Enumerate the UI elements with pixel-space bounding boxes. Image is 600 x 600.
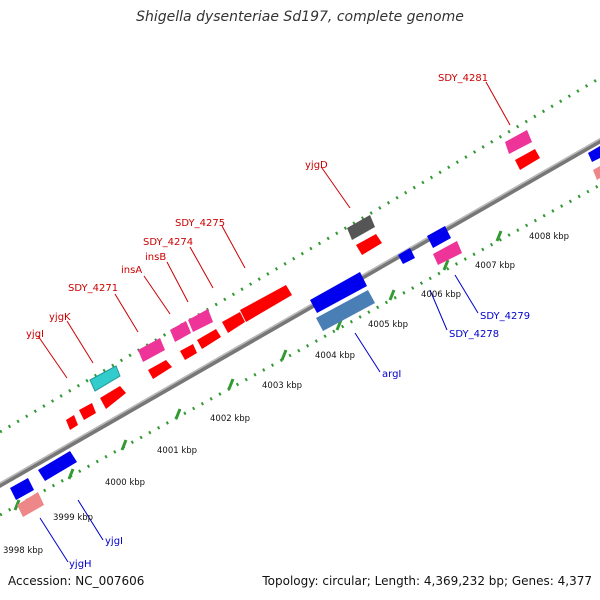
gene-red-6[interactable]	[197, 329, 221, 349]
gene-SDY_4281-shape[interactable]	[505, 130, 532, 154]
gene-SDY_4274-shape[interactable]	[222, 312, 245, 333]
major-ticks	[13, 230, 503, 511]
gene-label[interactable]: yjgD	[305, 160, 328, 171]
gene-yjgK-shape[interactable]	[89, 365, 121, 392]
inner-tick-track	[0, 183, 600, 517]
gene-blue-5[interactable]	[427, 226, 451, 248]
accession-text: Accession: NC_007606	[8, 574, 145, 588]
scale-label: 4007 kbp	[475, 261, 515, 271]
gene-red-4[interactable]	[148, 360, 172, 379]
scale-label: 4008 kbp	[529, 232, 569, 242]
gene-red-8[interactable]	[515, 149, 540, 170]
gene-blue-4[interactable]	[398, 248, 415, 264]
gene-label[interactable]: argI	[382, 369, 401, 380]
gene-blue-2[interactable]	[38, 451, 77, 481]
outer-tick-track	[0, 76, 600, 434]
gene-label[interactable]: SDY_4274	[143, 237, 193, 248]
gene-red-7[interactable]	[356, 234, 382, 255]
gene-red-2[interactable]	[79, 403, 96, 420]
gene-blue-1[interactable]	[10, 478, 34, 500]
gene-argI-shape[interactable]	[316, 290, 375, 331]
scale-label: 4004 kbp	[315, 351, 355, 361]
scale-label: 4002 kbp	[210, 414, 250, 424]
gene-label[interactable]: SDY_4271	[68, 283, 118, 294]
gene-insB-shape[interactable]	[188, 309, 213, 332]
scale-labels: 3998 kbp 3999 kbp 4000 kbp 4001 kbp 4002…	[3, 232, 569, 556]
scale-label: 4001 kbp	[157, 446, 197, 456]
gene-label[interactable]: SDY_4278	[449, 329, 499, 340]
gene-label[interactable]: yjgK	[49, 312, 71, 323]
gene-yjgD-shape[interactable]	[347, 215, 375, 240]
scale-label: 4000 kbp	[105, 478, 145, 488]
gene-SDY_4278-shape[interactable]	[433, 241, 462, 265]
minus-strand-labels: yjgH yjgI argI SDY_4278 SDY_4279	[69, 311, 530, 570]
gene-label[interactable]: insA	[121, 265, 142, 276]
gene-insA-shape[interactable]	[170, 321, 191, 342]
genome-summary-text: Topology: circular; Length: 4,369,232 bp…	[262, 574, 592, 588]
gene-label[interactable]: yjgH	[69, 559, 92, 570]
gene-label[interactable]: SDY_4279	[480, 311, 530, 322]
scale-label: 4006 kbp	[421, 290, 461, 300]
scale-label: 4003 kbp	[262, 381, 302, 391]
map-title: Shigella dysenteriae Sd197, complete gen…	[136, 9, 464, 25]
gene-red-5[interactable]	[180, 344, 197, 360]
gene-SDY_4271-shape[interactable]	[138, 338, 165, 362]
scale-label: 3999 kbp	[53, 513, 93, 523]
gene-blue-6[interactable]	[588, 146, 600, 162]
gene-red-1[interactable]	[66, 415, 78, 430]
gene-salmon-2[interactable]	[593, 166, 600, 180]
scale-label: 4005 kbp	[368, 320, 408, 330]
scale-label: 3998 kbp	[3, 546, 43, 556]
gene-label[interactable]: SDY_4281	[438, 73, 488, 84]
gene-label[interactable]: insB	[145, 252, 166, 263]
gene-SDY_4275-shape[interactable]	[240, 285, 292, 322]
gene-yjgH-shape[interactable]	[17, 492, 44, 517]
gene-label[interactable]: SDY_4275	[175, 218, 225, 229]
gene-red-3[interactable]	[100, 386, 126, 409]
plus-strand-labels: yjgI yjgK SDY_4271 insA insB SDY_4274 SD…	[26, 73, 488, 340]
gene-blue-3[interactable]	[310, 272, 367, 313]
gene-label[interactable]: yjgI	[105, 536, 123, 547]
gene-label[interactable]: yjgI	[26, 329, 44, 340]
genome-backbone	[0, 137, 600, 489]
